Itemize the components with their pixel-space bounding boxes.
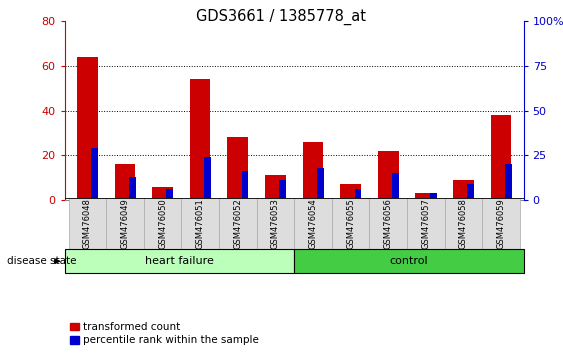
Bar: [445, 198, 482, 250]
Bar: [340, 184, 361, 200]
Bar: [294, 249, 524, 273]
Bar: [265, 176, 285, 200]
Bar: [106, 198, 144, 250]
Text: GSM476049: GSM476049: [120, 199, 129, 249]
Text: GSM476055: GSM476055: [346, 199, 355, 249]
Text: GSM476051: GSM476051: [195, 199, 204, 249]
Bar: [65, 249, 294, 273]
Bar: [152, 187, 173, 200]
Bar: [430, 193, 436, 200]
Text: GSM476054: GSM476054: [309, 199, 318, 249]
Bar: [115, 164, 135, 200]
Text: GSM476052: GSM476052: [233, 199, 242, 249]
Bar: [317, 168, 324, 200]
Text: GSM476059: GSM476059: [497, 199, 506, 249]
Text: GSM476056: GSM476056: [384, 199, 393, 249]
Bar: [415, 193, 436, 200]
Bar: [219, 198, 257, 250]
Bar: [505, 164, 512, 200]
Bar: [257, 198, 294, 250]
Bar: [294, 198, 332, 250]
Text: GDS3661 / 1385778_at: GDS3661 / 1385778_at: [196, 9, 367, 25]
Text: GSM476050: GSM476050: [158, 199, 167, 249]
Bar: [453, 180, 473, 200]
Bar: [303, 142, 323, 200]
Bar: [392, 173, 399, 200]
Text: GSM476057: GSM476057: [421, 199, 430, 249]
Text: disease state: disease state: [7, 256, 76, 266]
Bar: [369, 198, 407, 250]
Bar: [204, 157, 211, 200]
Bar: [279, 180, 286, 200]
Text: GSM476048: GSM476048: [83, 199, 92, 249]
Bar: [144, 198, 181, 250]
Bar: [491, 115, 511, 200]
Text: GSM476058: GSM476058: [459, 199, 468, 249]
Bar: [378, 151, 399, 200]
Bar: [227, 137, 248, 200]
Bar: [332, 198, 369, 250]
Text: control: control: [390, 256, 428, 266]
Text: GSM476053: GSM476053: [271, 199, 280, 249]
Bar: [69, 198, 106, 250]
Bar: [407, 198, 445, 250]
Bar: [482, 198, 520, 250]
Bar: [77, 57, 97, 200]
Bar: [190, 79, 211, 200]
Bar: [467, 184, 474, 200]
Bar: [242, 171, 248, 200]
Bar: [167, 189, 173, 200]
Bar: [181, 198, 219, 250]
Bar: [355, 189, 361, 200]
Bar: [91, 148, 98, 200]
Text: heart failure: heart failure: [145, 256, 214, 266]
Bar: [129, 177, 136, 200]
Legend: transformed count, percentile rank within the sample: transformed count, percentile rank withi…: [70, 322, 260, 345]
